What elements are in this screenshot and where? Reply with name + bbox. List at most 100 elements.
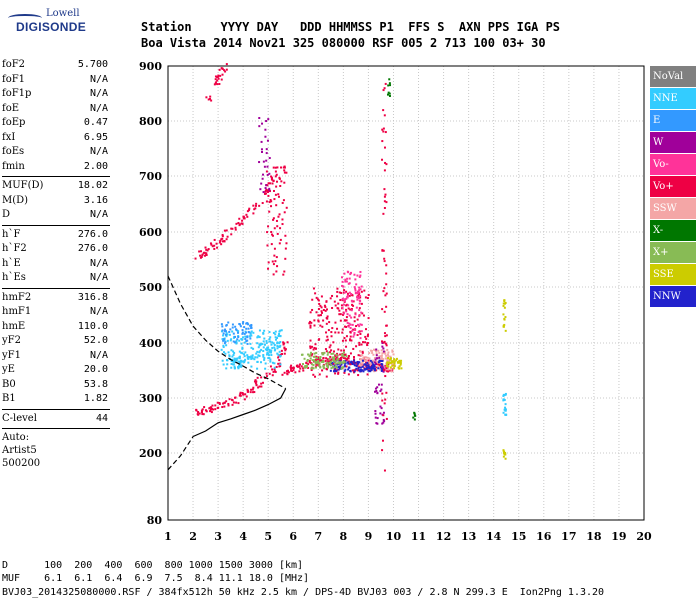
echo-point (261, 122, 264, 125)
trace-point (284, 349, 287, 352)
echo-point (256, 336, 259, 339)
echo-point (389, 366, 392, 369)
param-value: 53.8 (83, 378, 108, 390)
trace-point (197, 410, 200, 413)
echo-point (352, 369, 355, 372)
echo-point (237, 336, 240, 339)
trace-point (216, 83, 219, 86)
echo-point (399, 361, 402, 364)
echo-point (353, 316, 356, 319)
echo-point (384, 350, 387, 353)
trace-point (254, 382, 257, 385)
trace-point (258, 204, 261, 207)
echo-point (256, 356, 259, 359)
trace-point (221, 240, 224, 243)
trace-point (264, 190, 267, 193)
echo-point (395, 357, 398, 360)
trace-point (278, 354, 281, 357)
echo-point (238, 355, 241, 358)
trace-point (239, 394, 242, 397)
echo-point (265, 340, 268, 343)
echo-point (349, 331, 352, 334)
echo-point (358, 291, 361, 294)
echo-point (343, 364, 346, 367)
echo-point (311, 345, 314, 348)
echo-point (343, 337, 346, 340)
trace-point (238, 394, 241, 397)
echo-point (274, 333, 277, 336)
trace-point (205, 253, 208, 256)
trace-point (207, 248, 210, 251)
echo-point (369, 349, 372, 352)
echo-point (361, 369, 364, 372)
echo-point (241, 331, 244, 334)
trace-point (246, 210, 249, 213)
echo-point (347, 304, 350, 307)
trace-point (234, 396, 237, 399)
echo-point (276, 345, 279, 348)
trace-point (210, 99, 213, 102)
echo-point (232, 350, 235, 353)
echo-point (383, 195, 386, 198)
echo-point (278, 242, 281, 245)
echo-point (343, 371, 346, 374)
trace-point (252, 386, 255, 389)
echo-point (368, 361, 371, 364)
trace-point (266, 348, 269, 351)
echo-point (265, 200, 268, 203)
echo-point (386, 364, 389, 367)
echo-point (390, 370, 393, 373)
echo-point (221, 338, 224, 341)
param-value: N/A (89, 102, 108, 114)
echo-point (228, 333, 231, 336)
echo-point (241, 332, 244, 335)
echo-point (364, 368, 367, 371)
echo-point (237, 335, 240, 338)
echo-point (313, 352, 316, 355)
trace-point (225, 63, 228, 66)
echo-point (337, 371, 340, 374)
echo-point (347, 271, 350, 274)
echo-point (341, 306, 344, 309)
echo-point (304, 364, 307, 367)
trace-point (247, 209, 250, 212)
echo-point (380, 369, 383, 372)
trace-point (298, 370, 301, 373)
echo-point (311, 308, 314, 311)
legend-item-vo-: Vo- (650, 154, 696, 175)
echo-point (336, 359, 339, 362)
echo-point (345, 310, 348, 313)
legend-item-x-: X+ (650, 242, 696, 263)
echo-point (244, 335, 247, 338)
param-value: 3.16 (83, 194, 108, 206)
y-tick-label: 800 (139, 115, 162, 128)
param-separator (2, 287, 110, 289)
echo-point (270, 349, 273, 352)
trace-point (241, 391, 244, 394)
echo-point (266, 173, 269, 176)
echo-point (324, 348, 327, 351)
echo-point (352, 304, 355, 307)
trace-point (209, 410, 212, 413)
echo-point (361, 362, 364, 365)
echo-point (350, 293, 353, 296)
echo-point (223, 339, 226, 342)
y-tick-label: 900 (139, 60, 162, 73)
echo-point (279, 238, 282, 241)
echo-point (342, 360, 345, 363)
echo-point (380, 388, 383, 391)
echo-point (345, 297, 348, 300)
echo-point (277, 335, 280, 338)
trace-point (286, 373, 289, 376)
echo-point (269, 198, 272, 201)
echo-point (312, 348, 315, 351)
echo-point (308, 355, 311, 358)
echo-point (260, 348, 263, 351)
echo-point (386, 358, 389, 361)
echo-point (369, 362, 372, 365)
echo-point (309, 345, 312, 348)
echo-point (270, 243, 273, 246)
param-separator (2, 408, 110, 410)
echo-point (329, 361, 332, 364)
echo-point (350, 271, 353, 274)
